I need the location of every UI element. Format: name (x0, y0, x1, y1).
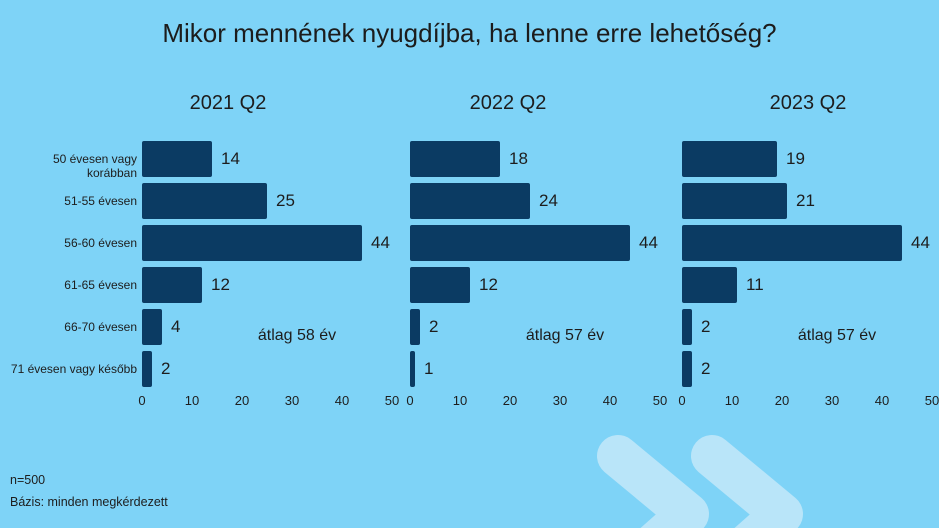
axis-tick-label: 20 (234, 393, 250, 408)
double-chevron-right-icon (597, 435, 803, 528)
average-annotation: átlag 57 év (525, 327, 605, 344)
page-title: Mikor mennének nyugdíjba, ha lenne erre … (162, 18, 777, 48)
bar (142, 351, 152, 387)
chevron-right-icon (691, 435, 803, 528)
base-note: Bázis: minden megkérdezett (10, 495, 168, 509)
value-label: 2 (701, 359, 711, 378)
category-label: 51-55 évesen (64, 194, 137, 208)
category-label: 61-65 évesen (64, 278, 137, 292)
value-label: 12 (211, 275, 230, 294)
axis-tick-label: 0 (678, 393, 686, 408)
axis-tick-label: 10 (452, 393, 468, 408)
value-label: 19 (786, 149, 805, 168)
value-label: 2 (161, 359, 171, 378)
bar (410, 141, 500, 177)
bar (682, 351, 692, 387)
bar (142, 183, 267, 219)
axis-tick-label: 0 (138, 393, 146, 408)
axis-tick-label: 40 (602, 393, 618, 408)
value-label: 2 (701, 317, 711, 336)
value-label: 14 (221, 149, 240, 168)
category-label: 66-70 évesen (64, 320, 137, 334)
chart-title: 2021 Q2 (189, 92, 267, 114)
value-label: 44 (911, 233, 930, 252)
category-label: 71 évesen vagy később (10, 362, 137, 376)
bar (142, 225, 362, 261)
value-label: 1 (424, 359, 434, 378)
axis-tick-label: 50 (924, 393, 939, 408)
bar (410, 309, 420, 345)
value-label: 25 (276, 191, 295, 210)
bar (682, 141, 777, 177)
value-label: 21 (796, 191, 815, 210)
value-label: 44 (639, 233, 658, 252)
axis-tick-label: 50 (652, 393, 668, 408)
chart-title: 2023 Q2 (769, 92, 847, 114)
value-label: 11 (746, 275, 764, 294)
bar (142, 267, 202, 303)
bar (142, 141, 212, 177)
bar (682, 225, 902, 261)
category-label: 50 évesen vagy korábban (52, 152, 137, 180)
value-label: 44 (371, 233, 390, 252)
axis-tick-label: 10 (184, 393, 200, 408)
average-annotation: átlag 58 év (257, 327, 337, 344)
value-label: 12 (479, 275, 498, 294)
bar (682, 309, 692, 345)
value-label: 18 (509, 149, 528, 168)
axis-tick-label: 20 (502, 393, 518, 408)
axis-tick-label: 30 (552, 393, 568, 408)
bar (142, 309, 162, 345)
axis-tick-label: 40 (874, 393, 890, 408)
average-annotation: átlag 57 év (797, 327, 877, 344)
bar (682, 183, 787, 219)
value-label: 4 (171, 317, 181, 336)
category-label: 56-60 évesen (64, 236, 137, 250)
axis-tick-label: 20 (774, 393, 790, 408)
value-label: 2 (429, 317, 439, 336)
chevron-right-icon (597, 435, 709, 528)
axis-tick-label: 30 (284, 393, 300, 408)
axis-tick-label: 40 (334, 393, 350, 408)
sample-size-note: n=500 (10, 473, 46, 487)
bar (410, 351, 415, 387)
bar (682, 267, 737, 303)
axis-tick-label: 50 (384, 393, 400, 408)
bar (410, 225, 630, 261)
axis-tick-label: 30 (824, 393, 840, 408)
axis-tick-label: 0 (406, 393, 414, 408)
value-label: 24 (539, 191, 558, 210)
bar (410, 183, 530, 219)
chart-title: 2022 Q2 (469, 92, 547, 114)
axis-tick-label: 10 (724, 393, 740, 408)
bar (410, 267, 470, 303)
